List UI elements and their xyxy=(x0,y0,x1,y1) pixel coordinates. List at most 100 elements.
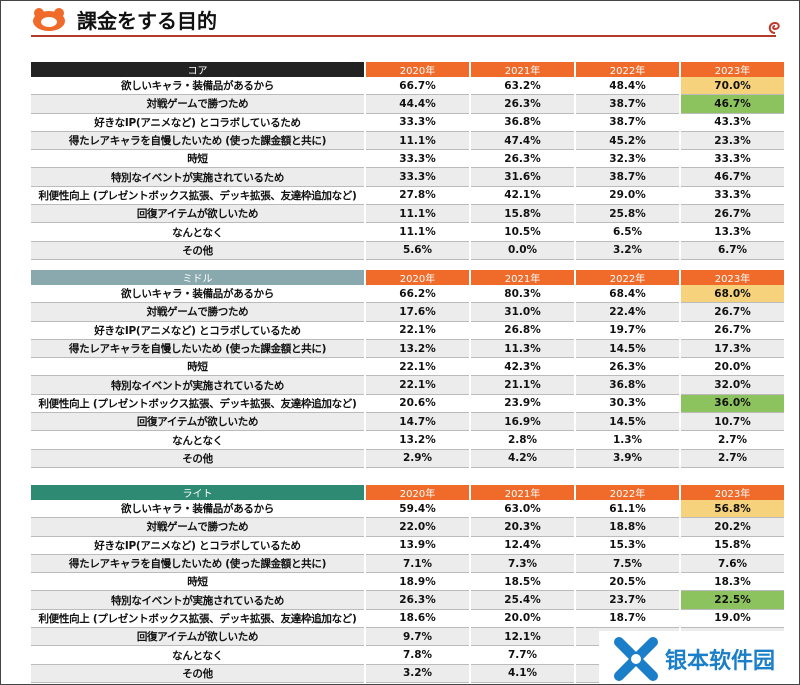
value-cell: 26.7% xyxy=(680,321,786,340)
value-cell: 17.3% xyxy=(680,339,786,359)
value-cell: 20.0% xyxy=(470,609,576,629)
row-label: 回復アイテムが欲しいため xyxy=(31,627,366,647)
table-row: 利便性向上 (プレゼントボックス拡張、デッキ拡張、友達枠追加など) 20.6% 23… xyxy=(31,394,786,414)
row-label: 好きなIP(アニメなど) とコラボしているため xyxy=(31,536,366,555)
value-cell: 70.0% xyxy=(680,77,786,96)
table-row: 欲しいキャラ・装備品があるから 66.7% 63.2% 48.4% 70.0% xyxy=(31,77,786,96)
value-cell: 15.8% xyxy=(680,536,786,555)
table-row: 特別なイベントが実施されているため 22.1% 21.1% 36.8% 32.0% xyxy=(31,375,786,395)
row-label: 時短 xyxy=(31,357,366,377)
value-cell: 22.1% xyxy=(365,357,471,377)
year-header: 2020年 xyxy=(365,270,471,285)
table-row: 時短 33.3% 26.3% 32.3% 33.3% xyxy=(31,149,786,169)
year-header: 2021年 xyxy=(470,270,576,285)
year-header: 2023年 xyxy=(680,485,786,500)
value-cell: 22.5% xyxy=(680,590,786,610)
row-label: 回復アイテムが欲しいため xyxy=(31,412,366,432)
title-bar: 課金をする目的 xyxy=(31,3,786,37)
table-row: 特別なイベントが実施されているため 26.3% 25.4% 23.7% 22.5% xyxy=(31,590,786,610)
table-row: 特別なイベントが実施されているため 33.3% 31.6% 38.7% 46.7% xyxy=(31,167,786,187)
value-cell: 2.7% xyxy=(680,430,786,450)
value-cell: 10.7% xyxy=(680,412,786,432)
table-row: 欲しいキャラ・装備品があるから 66.2% 80.3% 68.4% 68.0% xyxy=(31,285,786,304)
value-cell: 36.8% xyxy=(470,113,576,132)
row-label: その他 xyxy=(31,241,366,260)
value-cell: 20.2% xyxy=(680,517,786,537)
table-row: 好きなIP(アニメなど) とコラボしているため 22.1% 26.8% 19.7% 26… xyxy=(31,321,786,340)
mascot-logo-icon xyxy=(33,8,65,31)
table-row: 時短 22.1% 42.3% 26.3% 20.0% xyxy=(31,357,786,377)
value-cell: 12.1% xyxy=(470,627,576,647)
value-cell: 31.0% xyxy=(470,302,576,322)
value-cell: 7.3% xyxy=(470,554,576,574)
value-cell: 26.3% xyxy=(470,149,576,169)
segment-header-core: コア xyxy=(31,62,366,77)
value-cell: 26.3% xyxy=(575,357,681,377)
value-cell: 61.1% xyxy=(575,500,681,519)
value-cell: 13.3% xyxy=(680,222,786,242)
value-cell: 31.6% xyxy=(470,167,576,187)
value-cell: 20.3% xyxy=(470,517,576,537)
watermark-text: 银本软件园 xyxy=(665,648,776,674)
value-cell: 18.9% xyxy=(365,572,471,592)
value-cell: 9.7% xyxy=(365,627,471,647)
value-cell: 45.2% xyxy=(575,131,681,151)
row-label: 利便性向上 (プレゼントボックス拡張、デッキ拡張、友達枠追加など) xyxy=(31,609,366,629)
table-row: 得たレアキャラを自慢したいため (使った課金額と共に) 13.2% 11.3% 14.… xyxy=(31,339,786,359)
table-core: コア 2020年 2021年 2022年 2023年 欲しいキャラ・装備品があるから 66.… xyxy=(31,62,786,260)
value-cell: 2.8% xyxy=(470,430,576,450)
value-cell: 42.3% xyxy=(470,357,576,377)
value-cell: 3.9% xyxy=(575,449,681,468)
value-cell: 33.3% xyxy=(365,149,471,169)
row-label: 欲しいキャラ・装備品があるから xyxy=(31,77,366,96)
row-label: 時短 xyxy=(31,149,366,169)
value-cell: 7.7% xyxy=(470,645,576,665)
row-label: 対戦ゲームで勝つため xyxy=(31,94,366,114)
year-header: 2022年 xyxy=(575,485,681,500)
table-row: その他 2.9% 4.2% 3.9% 2.7% xyxy=(31,449,786,468)
value-cell: 5.6% xyxy=(365,241,471,260)
value-cell: 22.4% xyxy=(575,302,681,322)
value-cell: 26.7% xyxy=(680,204,786,224)
row-label: なんとなく xyxy=(31,645,366,665)
value-cell: 21.1% xyxy=(470,375,576,395)
row-label: 好きなIP(アニメなど) とコラボしているため xyxy=(31,113,366,132)
year-header: 2023年 xyxy=(680,62,786,77)
value-cell: 19.7% xyxy=(575,321,681,340)
table-row: 好きなIP(アニメなど) とコラボしているため 33.3% 36.8% 38.7% 43… xyxy=(31,113,786,132)
value-cell: 33.3% xyxy=(365,113,471,132)
row-label: 得たレアキャラを自慢したいため (使った課金額と共に) xyxy=(31,131,366,151)
year-header: 2023年 xyxy=(680,270,786,285)
segment-header-light: ライト xyxy=(31,485,366,500)
value-cell: 11.1% xyxy=(365,204,471,224)
row-label: 特別なイベントが実施されているため xyxy=(31,167,366,187)
value-cell: 7.6% xyxy=(680,554,786,574)
row-label: なんとなく xyxy=(31,222,366,242)
value-cell: 56.8% xyxy=(680,500,786,519)
value-cell: 63.0% xyxy=(470,500,576,519)
row-label: 特別なイベントが実施されているため xyxy=(31,375,366,395)
value-cell: 15.3% xyxy=(575,536,681,555)
value-cell: 19.0% xyxy=(680,609,786,629)
value-cell: 10.5% xyxy=(470,222,576,242)
row-label: 対戦ゲームで勝つため xyxy=(31,302,366,322)
value-cell: 2.9% xyxy=(365,449,471,468)
value-cell: 80.3% xyxy=(470,285,576,304)
value-cell: 22.1% xyxy=(365,375,471,395)
value-cell: 68.4% xyxy=(575,285,681,304)
row-label: その他 xyxy=(31,664,366,683)
value-cell: 13.2% xyxy=(365,339,471,359)
table-row: なんとなく 11.1% 10.5% 6.5% 13.3% xyxy=(31,222,786,242)
value-cell: 38.7% xyxy=(575,113,681,132)
value-cell: 18.8% xyxy=(575,517,681,537)
row-label: 利便性向上 (プレゼントボックス拡張、デッキ拡張、友達枠追加など) xyxy=(31,394,366,414)
value-cell: 46.7% xyxy=(680,167,786,187)
row-label: 特別なイベントが実施されているため xyxy=(31,590,366,610)
value-cell: 26.3% xyxy=(365,590,471,610)
value-cell: 18.5% xyxy=(470,572,576,592)
value-cell: 4.2% xyxy=(470,449,576,468)
value-cell: 11.3% xyxy=(470,339,576,359)
value-cell: 11.1% xyxy=(365,222,471,242)
value-cell: 48.4% xyxy=(575,77,681,96)
value-cell: 4.1% xyxy=(470,664,576,683)
